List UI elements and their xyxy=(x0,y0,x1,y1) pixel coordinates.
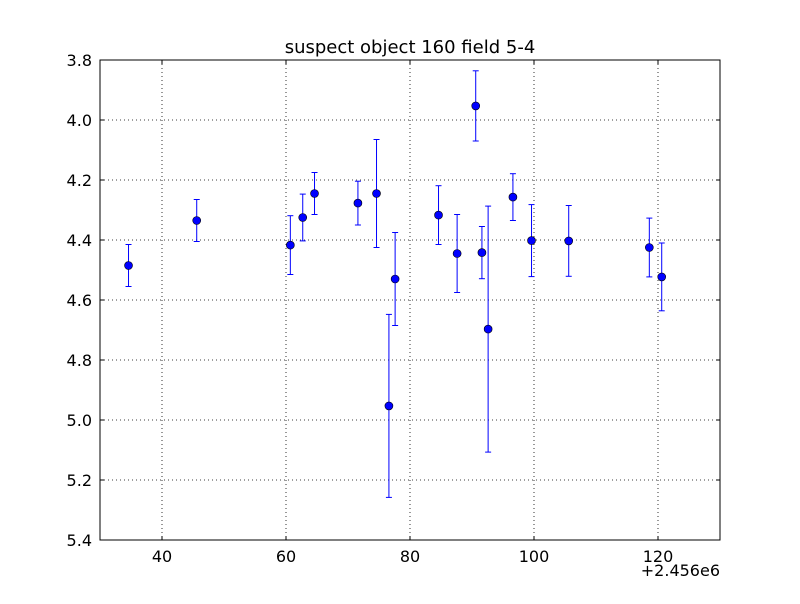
data-point xyxy=(657,242,667,312)
x-tick-label: 40 xyxy=(152,547,172,566)
data-point xyxy=(452,214,462,293)
data-marker xyxy=(353,198,363,208)
data-marker xyxy=(390,274,400,284)
data-marker xyxy=(286,240,295,250)
data-marker xyxy=(527,236,536,245)
data-marker xyxy=(384,401,394,411)
y-tick-label: 5.2 xyxy=(67,471,92,490)
data-point xyxy=(477,226,487,280)
data-marker xyxy=(508,192,518,202)
data-marker xyxy=(372,189,381,198)
y-tick-label: 4.2 xyxy=(67,171,92,190)
data-point xyxy=(124,244,133,287)
x-axis-offset-label: +2.456e6 xyxy=(641,561,720,580)
x-tick-label: 60 xyxy=(276,547,296,566)
data-point xyxy=(471,70,481,142)
data-point xyxy=(310,172,319,215)
data-marker xyxy=(564,236,574,246)
data-marker xyxy=(192,216,202,225)
x-tick-label: 120 xyxy=(643,547,674,566)
y-tick-label: 3.8 xyxy=(67,51,92,70)
data-marker xyxy=(483,324,493,334)
data-point xyxy=(384,313,394,498)
data-point xyxy=(298,193,308,242)
x-tick-label: 100 xyxy=(519,547,550,566)
y-tick-label: 4.0 xyxy=(67,111,92,130)
data-point xyxy=(286,215,295,275)
data-point xyxy=(483,205,493,453)
y-tick-label: 5.0 xyxy=(67,411,92,430)
y-tick-label: 4.4 xyxy=(67,231,92,250)
axis-ticks: 40 60 80 100 120 3.8 4.0 4.2 4.4 4.6 4.8 5.0 5.2 5.4 xyxy=(67,51,720,566)
data-marker xyxy=(657,272,667,282)
data-marker xyxy=(434,210,443,220)
data-marker xyxy=(471,101,481,111)
data-point xyxy=(564,205,574,277)
data-point xyxy=(372,139,381,248)
data-marker xyxy=(477,248,487,257)
data-marker xyxy=(298,213,308,222)
data-marker xyxy=(310,189,319,198)
data-marker xyxy=(124,261,133,270)
data-series xyxy=(124,70,667,498)
y-tick-label: 5.4 xyxy=(67,531,92,550)
x-tick-label: 80 xyxy=(400,547,420,566)
data-point xyxy=(527,204,536,278)
data-point xyxy=(508,173,518,221)
data-marker xyxy=(452,249,462,258)
data-point xyxy=(390,232,400,326)
data-marker xyxy=(645,243,654,252)
data-point xyxy=(353,180,363,226)
y-tick-label: 4.6 xyxy=(67,291,92,310)
y-tick-label: 4.8 xyxy=(67,351,92,370)
data-point xyxy=(434,185,443,245)
chart-title: suspect object 160 field 5-4 xyxy=(285,37,536,58)
data-point xyxy=(645,217,654,278)
data-point xyxy=(192,199,202,242)
